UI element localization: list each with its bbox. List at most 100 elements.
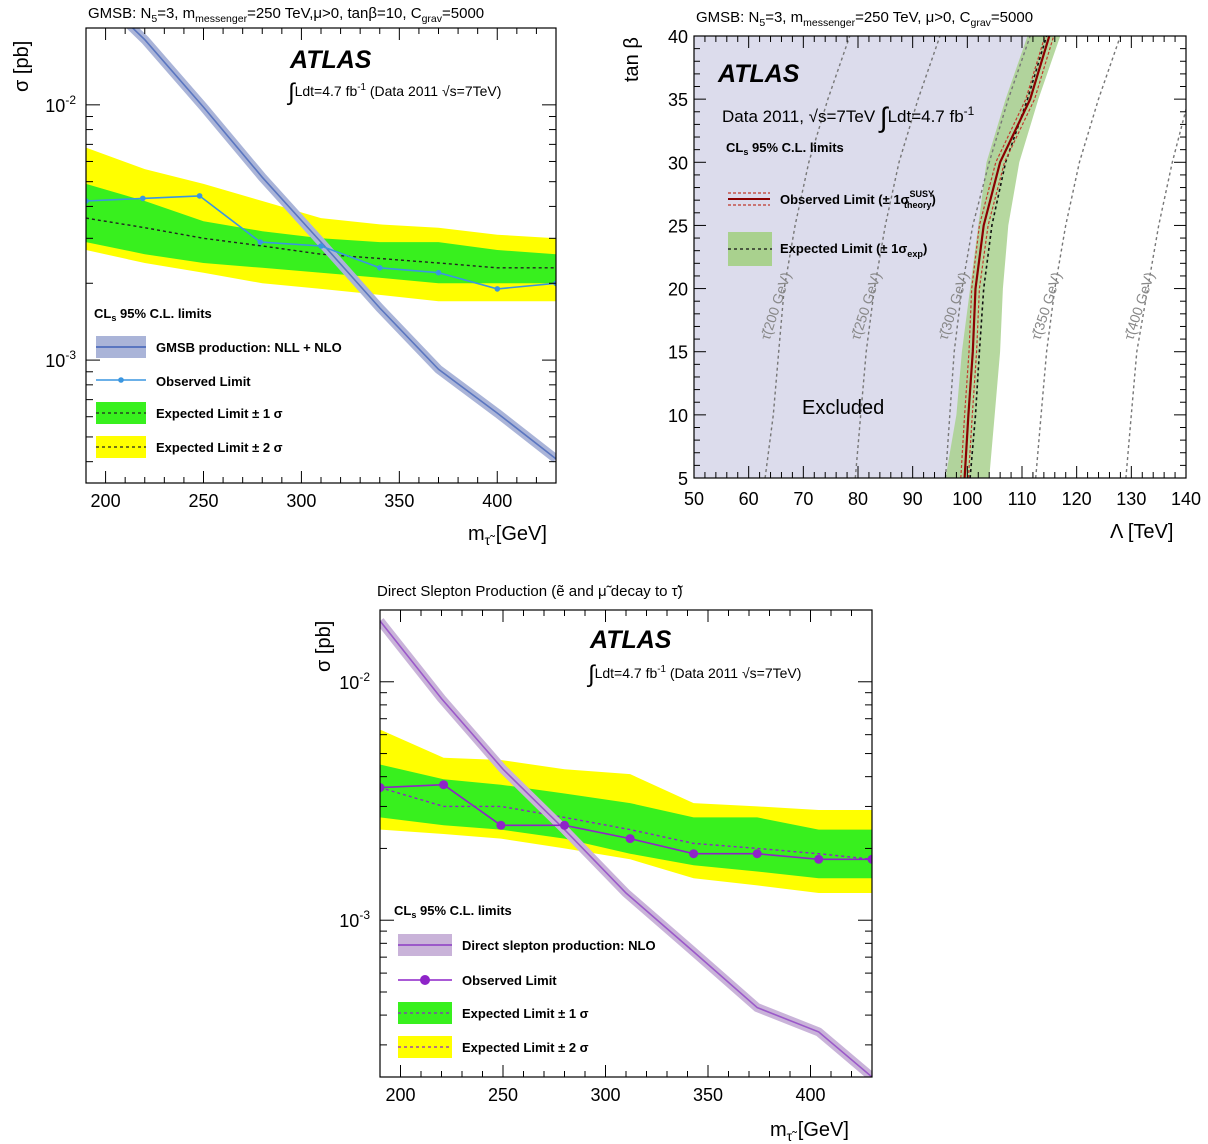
x-axis-label: mτ̃ [GeV] bbox=[770, 1119, 849, 1144]
x-tick-label: 400 bbox=[795, 1085, 825, 1105]
y-tick-label: 10-3 bbox=[339, 908, 370, 931]
y-tick-label: 10-2 bbox=[339, 670, 370, 693]
x-tick-label: 70 bbox=[793, 489, 813, 509]
y-tick-label: 20 bbox=[668, 280, 688, 300]
title: GMSB: N5=3, mmessenger=250 TeV,μ>0, tanβ… bbox=[88, 5, 484, 25]
panel-gmsb-stau-xsec: GMSB: N5=3, mmessenger=250 TeV,μ>0, tanβ… bbox=[11, 5, 557, 548]
plot-layer: τ̃(200 GeV) τ̃(250 GeV) τ̃(300 GeV) τ̃(350 … bbox=[668, 27, 1201, 509]
observed-point bbox=[140, 195, 146, 202]
observed-theory-minus bbox=[960, 36, 1046, 478]
y-tick-label: 5 bbox=[678, 469, 688, 489]
observed-point bbox=[560, 820, 569, 830]
panel-direct-slepton-xsec: Direct Slepton Production (ẽ and μ̃ deca… bbox=[313, 583, 873, 1144]
legend-label-1sigma: Expected Limit ± 1 σ bbox=[156, 406, 283, 421]
x-tick-label: 350 bbox=[693, 1085, 723, 1105]
atlas-label: ATLAS bbox=[589, 626, 672, 654]
observed-point bbox=[435, 269, 442, 276]
stau-mass-contour bbox=[944, 36, 1031, 478]
cls-label: CLs 95% C.L. limits bbox=[726, 140, 844, 157]
plot-layer: 200 250 300 350 400 10-2 10-3 bbox=[339, 609, 873, 1105]
observed-point bbox=[196, 193, 203, 199]
observed-limit-line bbox=[963, 36, 1051, 478]
y-axis-label: tan β bbox=[621, 37, 643, 82]
plot-area: τ̃(200 GeV) τ̃(250 GeV) τ̃(300 GeV) τ̃(350 … bbox=[694, 36, 1186, 478]
observed-point bbox=[377, 265, 383, 271]
stau-mass-contour bbox=[1035, 36, 1122, 478]
stau-mass-contour bbox=[854, 36, 941, 478]
legend-label-1sigma: Expected Limit ± 1 σ bbox=[462, 1006, 589, 1021]
observed-theory-plus bbox=[967, 36, 1055, 478]
legend-label-2sigma: Expected Limit ± 2 σ bbox=[462, 1040, 589, 1055]
observed-point bbox=[752, 849, 762, 859]
data-label: Data 2011, √s=7TeV ∫Ldt=4.7 fb-1 bbox=[722, 102, 975, 133]
y-tick-label: 10-3 bbox=[45, 348, 76, 371]
x-tick-label: 50 bbox=[684, 489, 704, 509]
excluded-label: Excluded bbox=[802, 397, 884, 419]
y-tick-label: 10-2 bbox=[45, 93, 76, 116]
y-tick-label: 15 bbox=[668, 343, 688, 363]
atlas-label: ATLAS bbox=[289, 46, 372, 74]
observed-point bbox=[257, 239, 264, 245]
expected-1sigma-band bbox=[945, 36, 1061, 478]
x-tick-label: 130 bbox=[1116, 489, 1146, 509]
x-tick-label: 110 bbox=[1008, 489, 1037, 509]
legend-label-observed: Observed Limit bbox=[462, 973, 557, 988]
expected-limit-line bbox=[969, 36, 1048, 478]
lumi-label: ∫Ldt=4.7 fb-1 (Data 2011 √s=7TeV) bbox=[586, 661, 801, 688]
stau-mass-contour bbox=[764, 36, 851, 478]
legend-title: CLs 95% C.L. limits bbox=[394, 903, 512, 920]
legend: Observed Limit (± 1σSUSY theory) Expected… bbox=[728, 189, 936, 266]
plot-area bbox=[380, 618, 872, 1077]
observed-point bbox=[380, 783, 385, 793]
observed-point bbox=[318, 243, 324, 249]
observed-point bbox=[496, 820, 506, 830]
observed-point bbox=[625, 834, 635, 844]
x-tick-label: 200 bbox=[91, 491, 121, 511]
y-axis-label: σ [pb] bbox=[11, 41, 33, 92]
observed-point bbox=[86, 198, 89, 204]
stau-contour-label: τ̃(400 GeV) bbox=[1121, 270, 1158, 342]
x-tick-label: 90 bbox=[903, 489, 923, 509]
legend-label-observed: Observed Limit bbox=[156, 374, 251, 389]
plot-frame bbox=[693, 35, 1187, 479]
plot-layer: 200 250 300 350 400 10-2 10-3 bbox=[45, 27, 557, 511]
legend-title: CLs 95% C.L. limits bbox=[94, 306, 212, 323]
plot-area bbox=[86, 28, 556, 463]
x-axis-label: Λ [TeV] bbox=[1110, 521, 1173, 543]
observed-point bbox=[814, 854, 824, 864]
legend-label-2sigma: Expected Limit ± 2 σ bbox=[156, 440, 283, 455]
legend: GMSB production: NLL + NLO Observed Limi… bbox=[96, 336, 342, 458]
legend-marker-observed bbox=[118, 377, 124, 383]
observed-point bbox=[689, 849, 699, 859]
x-tick-label: 400 bbox=[482, 491, 512, 511]
x-tick-label: 300 bbox=[286, 491, 316, 511]
theory-line bbox=[131, 28, 556, 460]
observed-point bbox=[494, 286, 501, 292]
y-tick-label: 25 bbox=[668, 216, 688, 236]
legend-marker-observed bbox=[420, 975, 430, 985]
expected-median-line bbox=[86, 217, 556, 269]
stau-contour-label: τ̃(350 GeV) bbox=[1028, 270, 1065, 342]
expected-1sigma-band bbox=[380, 764, 872, 879]
theory-line bbox=[380, 620, 872, 1077]
expected-1sigma-band bbox=[86, 183, 556, 284]
x-tick-label: 350 bbox=[384, 491, 414, 511]
y-tick-label: 35 bbox=[668, 90, 688, 110]
y-tick-label: 30 bbox=[668, 153, 688, 173]
x-tick-label: 300 bbox=[590, 1085, 620, 1105]
stau-mass-contour bbox=[1125, 106, 1186, 478]
x-axis-label: mτ̃ [GeV] bbox=[468, 523, 547, 548]
atlas-label: ATLAS bbox=[717, 60, 800, 88]
x-tick-label: 250 bbox=[488, 1085, 518, 1105]
observed-point bbox=[439, 780, 449, 790]
legend-label-expected: Expected Limit (± 1σexp) bbox=[780, 241, 927, 259]
observed-point bbox=[867, 854, 872, 864]
x-tick-label: 140 bbox=[1171, 489, 1201, 509]
y-axis-label: σ [pb] bbox=[313, 621, 335, 672]
legend-label-observed: Observed Limit (± 1σSUSY theory) bbox=[780, 189, 936, 210]
legend-label-theory: GMSB production: NLL + NLO bbox=[156, 340, 342, 355]
x-tick-label: 200 bbox=[385, 1085, 415, 1105]
excluded-region bbox=[694, 36, 1050, 478]
title: GMSB: N5=3, mmessenger=250 TeV, μ>0, Cgr… bbox=[696, 9, 1033, 29]
